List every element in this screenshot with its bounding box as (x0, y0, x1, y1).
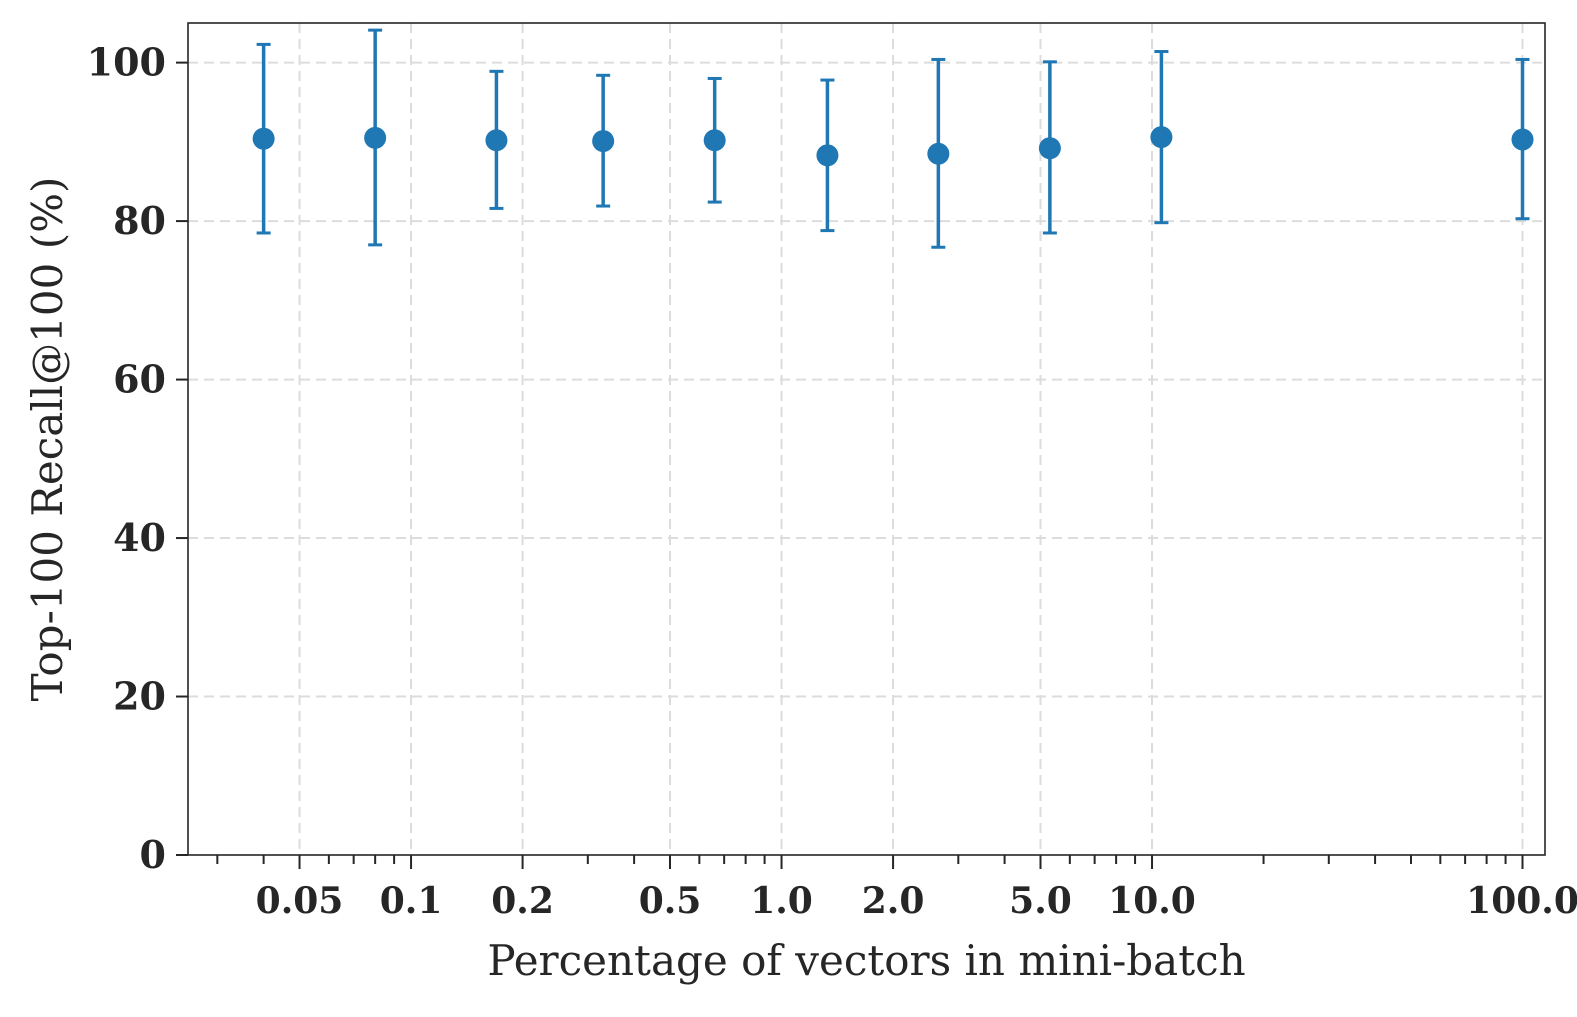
y-tick-label: 0 (140, 832, 166, 877)
x-tick-label: 0.05 (256, 880, 344, 922)
major-ticks (176, 61, 1524, 869)
data-point (252, 127, 275, 150)
tick-labels: 0.05 0.1 0.2 0.5 1.0 2.0 5.0 10.0 100.0 0 20 40 60 80… (87, 40, 1577, 922)
y-axis-title: Top-100 Recall@100 (%) (23, 177, 72, 702)
y-tick-label: 100 (87, 40, 166, 85)
data-point (816, 144, 839, 167)
data-point (703, 129, 726, 152)
y-tick-label: 80 (113, 198, 166, 243)
x-tick-label: 100.0 (1466, 880, 1577, 922)
data-point (1038, 137, 1061, 160)
y-tick-label: 60 (113, 357, 166, 402)
data-layer (252, 28, 1534, 249)
x-axis-title: Percentage of vectors in mini-batch (487, 936, 1245, 985)
x-tick-label: 0.1 (380, 880, 443, 922)
y-tick-label: 40 (113, 515, 166, 560)
x-tick-label: 1.0 (750, 880, 813, 922)
data-point (1150, 126, 1173, 149)
grid-layer (188, 23, 1545, 855)
x-tick-label: 0.5 (639, 880, 702, 922)
data-point (485, 129, 508, 152)
minor-ticks (216, 855, 1507, 864)
data-point (592, 130, 615, 153)
x-tick-label: 5.0 (1009, 880, 1072, 922)
data-point (1511, 128, 1534, 151)
data-point (364, 126, 387, 149)
x-tick-label: 2.0 (862, 880, 925, 922)
x-tick-label: 0.2 (491, 880, 554, 922)
y-tick-label: 20 (113, 674, 166, 719)
plot-frame (187, 22, 1546, 856)
data-point (927, 142, 950, 165)
x-tick-label: 10.0 (1108, 880, 1196, 922)
